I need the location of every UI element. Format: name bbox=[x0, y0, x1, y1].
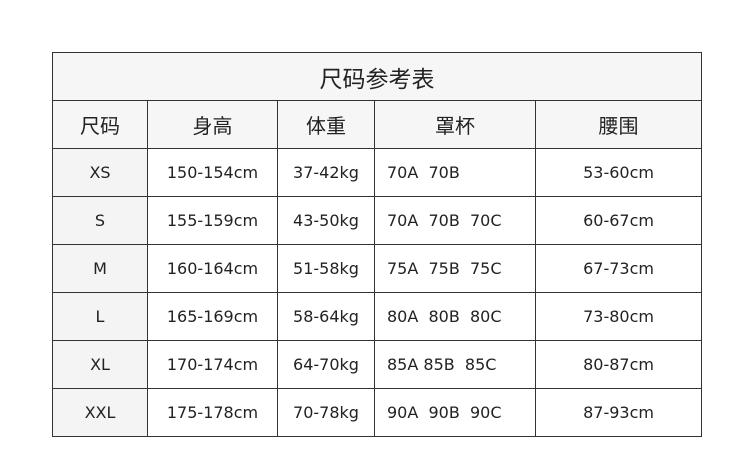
header-size: 尺码 bbox=[52, 100, 148, 149]
cell-waist: 73-80cm bbox=[534, 292, 703, 341]
cell-size: S bbox=[52, 196, 148, 245]
cell-height: 170-174cm bbox=[147, 340, 278, 389]
cell-cup: 75A 75B 75C bbox=[374, 244, 536, 293]
cell-weight: 51-58kg bbox=[277, 244, 375, 293]
cell-cup: 80A 80B 80C bbox=[374, 292, 536, 341]
cell-height: 175-178cm bbox=[147, 388, 278, 437]
cell-weight: 64-70kg bbox=[277, 340, 375, 389]
cell-weight: 37-42kg bbox=[277, 148, 375, 197]
cell-weight: 70-78kg bbox=[277, 388, 375, 437]
size-chart-table: 尺码参考表 尺码 身高 体重 罩杯 腰围 XS 150-154cm 37-42kg 7… bbox=[51, 52, 703, 437]
cell-weight: 43-50kg bbox=[277, 196, 375, 245]
cell-cup: 85A 85B 85C bbox=[374, 340, 536, 389]
cell-size: XL bbox=[52, 340, 148, 389]
cell-waist: 53-60cm bbox=[534, 148, 703, 197]
cell-cup: 70A 70B bbox=[374, 148, 536, 197]
cell-cup: 70A 70B 70C bbox=[374, 196, 536, 245]
cell-waist: 80-87cm bbox=[534, 340, 703, 389]
table-title: 尺码参考表 bbox=[51, 52, 703, 101]
cell-height: 150-154cm bbox=[147, 148, 278, 197]
header-weight: 体重 bbox=[277, 100, 375, 149]
cell-size: XS bbox=[52, 148, 148, 197]
table-row: XXL 175-178cm 70-78kg 90A 90B 90C 87-93cm bbox=[52, 388, 703, 437]
header-row: 尺码 身高 体重 罩杯 腰围 bbox=[52, 100, 703, 149]
header-cup: 罩杯 bbox=[374, 100, 536, 149]
header-waist: 腰围 bbox=[534, 100, 703, 149]
cell-weight: 58-64kg bbox=[277, 292, 375, 341]
cell-size: M bbox=[52, 244, 148, 293]
table-row: M 160-164cm 51-58kg 75A 75B 75C 67-73cm bbox=[52, 244, 703, 293]
cell-height: 160-164cm bbox=[147, 244, 278, 293]
table-row: L 165-169cm 58-64kg 80A 80B 80C 73-80cm bbox=[52, 292, 703, 341]
cell-waist: 67-73cm bbox=[534, 244, 703, 293]
cell-waist: 87-93cm bbox=[534, 388, 703, 437]
header-height: 身高 bbox=[147, 100, 278, 149]
cell-cup: 90A 90B 90C bbox=[374, 388, 536, 437]
cell-waist: 60-67cm bbox=[534, 196, 703, 245]
cell-height: 155-159cm bbox=[147, 196, 278, 245]
cell-size: XXL bbox=[52, 388, 148, 437]
cell-height: 165-169cm bbox=[147, 292, 278, 341]
table-row: S 155-159cm 43-50kg 70A 70B 70C 60-67cm bbox=[52, 196, 703, 245]
table-row: XS 150-154cm 37-42kg 70A 70B 53-60cm bbox=[52, 148, 703, 197]
table-row: XL 170-174cm 64-70kg 85A 85B 85C 80-87cm bbox=[52, 340, 703, 389]
cell-size: L bbox=[52, 292, 148, 341]
